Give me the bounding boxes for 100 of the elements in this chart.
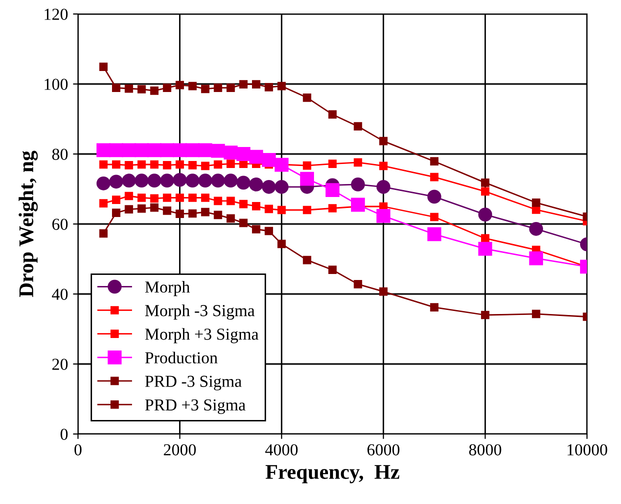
point xyxy=(529,222,544,236)
point xyxy=(532,310,540,318)
point xyxy=(529,251,544,266)
point xyxy=(176,160,184,169)
point xyxy=(328,204,337,212)
point xyxy=(328,110,337,119)
point xyxy=(188,209,197,218)
point xyxy=(99,160,108,169)
point xyxy=(99,62,108,72)
legend-label: PRD +3 Sigma xyxy=(145,399,246,414)
point xyxy=(354,122,362,131)
point xyxy=(252,202,260,210)
point xyxy=(150,86,159,95)
point xyxy=(109,174,124,189)
legend-label: Production xyxy=(145,352,218,364)
point xyxy=(201,194,210,202)
legend-label: PRD -3 Sigma xyxy=(145,376,242,390)
point xyxy=(160,143,174,158)
point xyxy=(478,208,492,222)
point xyxy=(351,198,365,212)
y-tick-label: 60 xyxy=(52,218,68,230)
point xyxy=(176,194,184,202)
point xyxy=(481,187,490,196)
x-tick-label: 4000 xyxy=(265,444,298,456)
point xyxy=(427,227,442,242)
point xyxy=(186,174,200,188)
point xyxy=(211,144,225,158)
point xyxy=(188,82,197,90)
point xyxy=(214,84,222,92)
point xyxy=(302,256,312,264)
point xyxy=(226,214,235,223)
point xyxy=(354,280,362,288)
point xyxy=(162,161,172,170)
point xyxy=(112,160,120,169)
point xyxy=(198,174,212,188)
point xyxy=(376,209,390,223)
y-tick-label: 120 xyxy=(44,8,68,20)
legend-label: Morph +3 Sigma xyxy=(145,328,258,344)
point xyxy=(262,153,276,167)
point xyxy=(160,174,174,188)
point xyxy=(172,172,187,187)
point xyxy=(328,160,337,168)
point xyxy=(430,303,438,312)
point xyxy=(201,84,210,94)
point xyxy=(137,85,146,94)
point xyxy=(379,162,388,170)
point xyxy=(302,206,312,214)
legend-label: Morph xyxy=(145,280,190,296)
y-tick-label: 20 xyxy=(52,358,68,370)
point xyxy=(300,172,314,186)
point xyxy=(274,158,289,172)
point xyxy=(201,208,210,216)
point xyxy=(137,204,146,213)
point xyxy=(112,196,120,204)
point xyxy=(188,194,197,202)
point xyxy=(328,266,337,274)
point xyxy=(96,176,110,190)
y-axis-title: Drop Weight, ng xyxy=(18,150,38,298)
point xyxy=(122,174,136,188)
point xyxy=(124,205,134,214)
point xyxy=(150,160,159,169)
point xyxy=(302,161,312,170)
point xyxy=(137,194,146,202)
point xyxy=(124,161,134,170)
point xyxy=(302,93,312,102)
point xyxy=(176,210,184,218)
point xyxy=(226,196,235,206)
y-tick-label: 100 xyxy=(44,78,68,90)
point xyxy=(162,194,172,202)
point xyxy=(124,192,134,200)
point xyxy=(150,203,159,212)
point xyxy=(172,143,187,158)
point xyxy=(224,174,238,188)
x-tick-label: 10000 xyxy=(568,444,608,456)
legend-label: Morph -3 Sigma xyxy=(145,304,255,320)
point xyxy=(124,84,134,93)
point xyxy=(99,229,108,238)
point xyxy=(226,84,235,92)
point xyxy=(162,84,172,92)
x-tick-label: 6000 xyxy=(367,444,400,456)
point xyxy=(239,200,248,208)
point xyxy=(264,82,274,92)
point xyxy=(430,172,438,182)
point xyxy=(239,80,248,89)
point xyxy=(162,206,172,215)
point xyxy=(252,80,260,89)
y-tick-label: 80 xyxy=(52,148,68,160)
point xyxy=(201,162,210,170)
point xyxy=(326,183,340,197)
x-axis-title: Frequency, Hz xyxy=(266,465,400,484)
point xyxy=(354,158,362,167)
point xyxy=(277,206,286,214)
point xyxy=(109,143,124,158)
point xyxy=(430,157,438,166)
point xyxy=(134,143,149,158)
point xyxy=(96,143,110,158)
y-tick-label: 40 xyxy=(52,288,68,300)
point xyxy=(236,176,250,190)
point xyxy=(427,190,442,204)
point xyxy=(277,82,286,90)
